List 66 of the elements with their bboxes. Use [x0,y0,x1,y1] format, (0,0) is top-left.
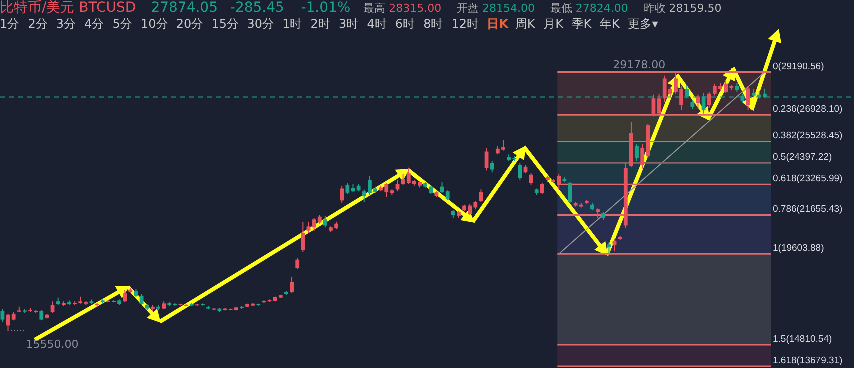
candlestick [612,238,617,252]
ref-line-label: 1.5(14810.54) [773,334,832,346]
ref-line-label: 0.5(24397.22) [773,152,832,164]
chart-title: 比特币/美元 BTCUSD [0,0,136,16]
candlestick [140,294,144,306]
annotation: 昨收 28159.50 [644,2,722,15]
candlestick [306,221,311,234]
annotation: 2时 [310,17,330,31]
annotation: 3时 [339,17,359,31]
candlestick [490,160,494,174]
candlestick [707,92,712,109]
annotation: 1时 [282,17,302,31]
annotation: 6时 [395,17,416,31]
candlestick [568,182,572,204]
annotation: 日K [487,17,510,31]
candlestick [657,93,662,116]
annotation: -285.45 [230,0,284,16]
candlestick [323,216,328,228]
candlestick [635,144,639,162]
candlestick [696,94,700,109]
candlestick [746,86,750,111]
annotation: 月K [544,17,565,31]
candlestick [346,182,350,195]
annotation: 27874.05 [151,0,218,16]
candlestick [290,276,294,294]
annotation: 12时 [452,17,480,31]
annotation: 2分 [28,17,48,31]
annotation: 周K [515,17,536,31]
ref-line-label: 0.786(21655.43) [773,204,843,216]
candlestick [518,162,522,181]
ref-line-label: 0.382(25528.45) [773,130,843,142]
annotation: 年K [600,17,621,31]
candlestick [123,290,128,304]
annotation: 最低 27824.00 [550,2,628,15]
annotation: 20分 [176,17,204,31]
candlestick [312,218,316,232]
candlestick [296,257,300,270]
annotation: 开盘 28154.00 [457,2,535,15]
annotation: 最高 28315.00 [364,2,442,15]
annotation: 4时 [367,17,387,31]
ref-line-label: 0(29190.56) [773,61,824,72]
candlestick [446,190,450,201]
annotation: 1分 [0,17,20,31]
candlestick [596,208,600,219]
annotation: 10分 [141,17,168,31]
candlestick [540,182,544,195]
annotation: 5分 [112,17,132,31]
annotation: 4分 [84,17,104,31]
annotation: 8时 [424,17,444,31]
candlestick [40,310,44,322]
ref-line-label: 1(19603.88) [773,243,824,254]
annotation: 季K [572,17,593,31]
candlestick [301,221,306,253]
annotation: 30分 [247,17,274,31]
annotation: 15550.00 [26,338,79,352]
annotation: -1.01% [301,0,351,16]
candlestick [340,185,344,204]
candlestick [607,242,612,254]
annotation: 3分 [56,17,76,31]
annotation: 15分 [212,17,240,31]
candlestick [0,308,5,323]
annotation: 更多▾ [628,17,658,31]
annotation: 29178.00 [613,58,666,72]
ref-line-label: 0.236(26928.10) [773,104,843,116]
ref-line-label: 1.618(13679.31) [773,355,843,366]
ref-line-label: 0.618(23265.99) [773,174,843,185]
